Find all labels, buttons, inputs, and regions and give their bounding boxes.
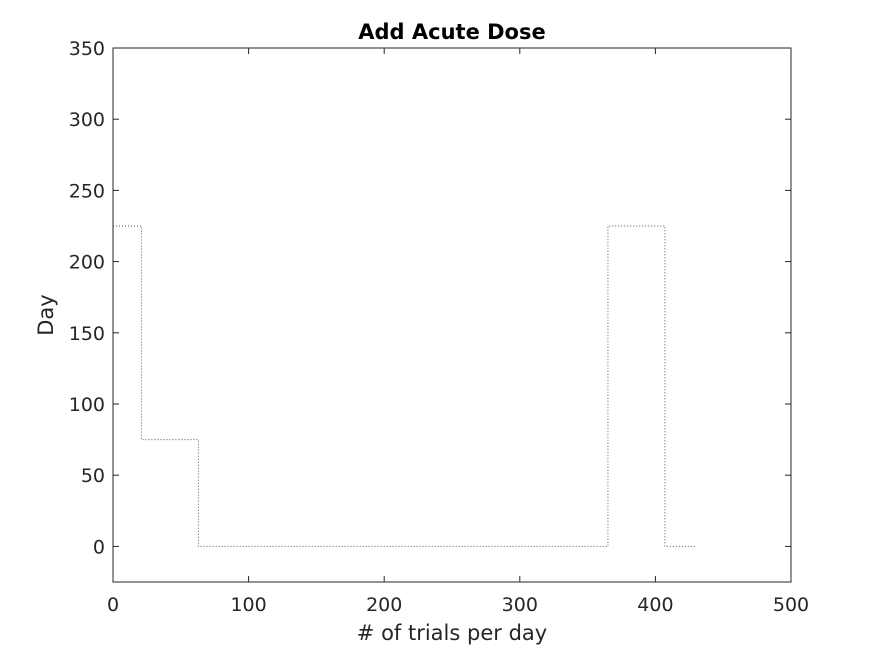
y-tick-label: 50 bbox=[81, 465, 105, 487]
y-axis-label: Day bbox=[34, 294, 58, 335]
y-tick-label: 200 bbox=[69, 252, 105, 274]
tick-labels-layer: 0 100 200 300 400 500 0 50 100 150 200 250 300 350 bbox=[69, 38, 809, 616]
y-tick-label: 0 bbox=[93, 536, 105, 558]
plot-area bbox=[113, 48, 791, 582]
y-tick-label: 300 bbox=[69, 109, 105, 131]
y-tick-label: 350 bbox=[69, 38, 105, 60]
series-layer bbox=[113, 225, 695, 547]
x-tick-label: 400 bbox=[637, 594, 673, 616]
y-tick-label: 100 bbox=[69, 394, 105, 416]
x-tick-label: 0 bbox=[107, 594, 119, 616]
y-tick-label: 250 bbox=[69, 180, 105, 202]
x-tick-label: 100 bbox=[230, 594, 266, 616]
x-tick-label: 300 bbox=[502, 594, 538, 616]
series-line bbox=[113, 225, 695, 547]
axes-box bbox=[112, 47, 792, 583]
x-tick-label: 200 bbox=[366, 594, 402, 616]
chart-title: Add Acute Dose bbox=[358, 20, 545, 44]
y-tick-label: 150 bbox=[69, 323, 105, 345]
x-tick-label: 500 bbox=[773, 594, 809, 616]
x-axis-label: # of trials per day bbox=[357, 621, 547, 645]
